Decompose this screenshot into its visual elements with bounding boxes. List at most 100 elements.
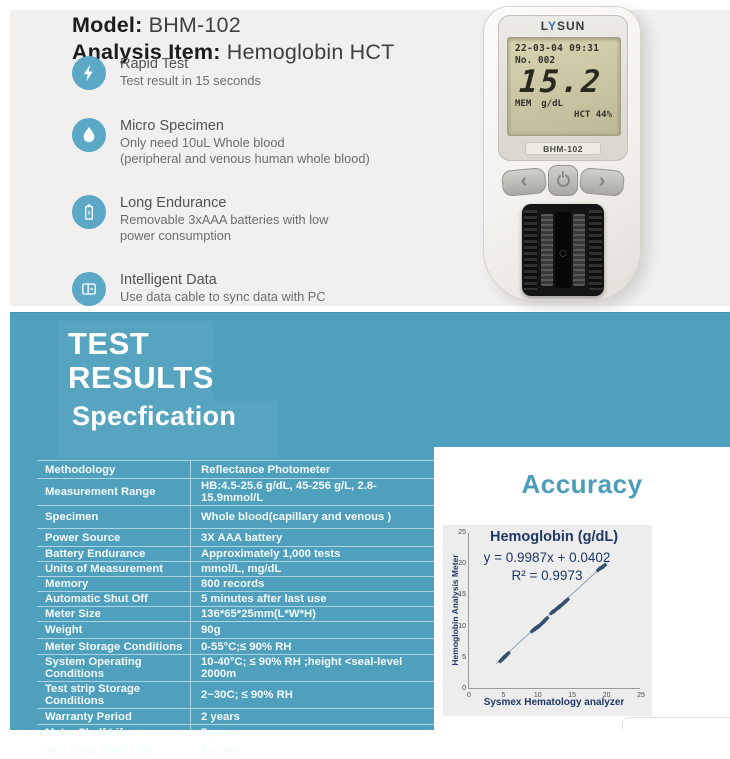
spec-table: Methodology Reflectance Photometer Measu… bbox=[37, 460, 435, 759]
lcd-datetime: 22-03-04 09:31 bbox=[515, 43, 600, 54]
spec-table-row: System Operating Conditions 10-40°C; ≤ 9… bbox=[37, 654, 435, 681]
device-right-button: › bbox=[578, 167, 626, 197]
feature-list: Rapid Test Test result in 15 seconds Mic… bbox=[72, 56, 442, 306]
y-tick-label: 0 bbox=[462, 685, 466, 692]
feature-item: Rapid Test Test result in 15 seconds bbox=[72, 56, 442, 90]
spec-table-row: Meter Shelf Life 5years bbox=[37, 724, 435, 740]
spec-row-value: Reflectance Photometer bbox=[201, 463, 331, 476]
spec-row-label: Specimen bbox=[37, 506, 191, 528]
port-bar-right bbox=[573, 214, 585, 286]
spec-row-value: 90g bbox=[201, 624, 221, 636]
lightning-icon bbox=[72, 56, 106, 90]
spec-table-row: Units of Measurement mmol/L, mg/dL bbox=[37, 561, 435, 576]
brand-suffix: SUN bbox=[556, 19, 586, 33]
accuracy-title: Accuracy bbox=[521, 469, 643, 499]
x-tick-label: 15 bbox=[568, 692, 577, 699]
spec-row-value: 800 records bbox=[201, 578, 265, 590]
x-tick-label: 25 bbox=[637, 692, 645, 699]
spec-table-row: Meter Size 136*65*25mm(L*W*H) bbox=[37, 606, 435, 621]
chart-equation: y = 0.9987x + 0.0402 bbox=[483, 550, 611, 565]
feature-description: (peripheral and venous human whole blood… bbox=[120, 151, 370, 166]
port-bar-left bbox=[541, 214, 553, 286]
feature-title: Intelligent Data bbox=[120, 272, 217, 288]
port-hole bbox=[559, 250, 567, 257]
spec-row-value: 2 years bbox=[201, 710, 240, 723]
spec-row-label: Test Strip Shelf Life bbox=[37, 741, 191, 758]
data-icon bbox=[72, 272, 106, 306]
x-tick-label: 5 bbox=[501, 692, 506, 699]
spec-row-label: Battery Endurance bbox=[37, 547, 191, 561]
spec-table-row: Warranty Period 2 years bbox=[37, 708, 435, 724]
section-title: TEST RESULTS bbox=[68, 327, 214, 395]
spec-row-label: Methodology bbox=[37, 461, 191, 478]
spec-row-value: 136*65*25mm(L*W*H) bbox=[201, 608, 316, 620]
chart-y-axis-label: Hemoglobin Analysis Meter bbox=[450, 554, 460, 666]
spec-row-label: Automatic Shut Off bbox=[37, 592, 191, 606]
spec-row-label: Test strip Storage Conditions bbox=[37, 682, 191, 708]
spec-row-label: System Operating Conditions bbox=[37, 655, 191, 681]
spec-row-value: Approximately 1,000 tests bbox=[201, 548, 341, 560]
spec-row-label: Units of Measurement bbox=[37, 562, 191, 576]
lcd-unit: g/dL bbox=[541, 99, 563, 109]
port-rib-left bbox=[524, 210, 537, 290]
band-overlay bbox=[58, 321, 213, 401]
battery-icon bbox=[72, 195, 106, 229]
y-tick-label: 20 bbox=[458, 560, 466, 568]
feature-title: Micro Specimen bbox=[120, 118, 224, 134]
y-tick-label: 5 bbox=[462, 653, 466, 661]
spec-row-value: 5years bbox=[201, 726, 237, 739]
spec-row-value: 2 years bbox=[201, 743, 240, 756]
section-title-line2: RESULTS bbox=[68, 360, 214, 395]
feature-title: Long Endurance bbox=[120, 195, 227, 211]
spec-row-label: Meter Storage Conditions bbox=[37, 639, 191, 654]
y-tick-label: 25 bbox=[458, 529, 466, 536]
lcd-mem-flag: MEM bbox=[515, 99, 532, 109]
spec-table-row: Memory 800 records bbox=[37, 576, 435, 591]
section-subtitle: Specfication bbox=[72, 401, 237, 431]
spec-row-value: mmol/L, mg/dL bbox=[201, 563, 282, 575]
next-card-edge bbox=[622, 717, 730, 730]
model-label: Model: bbox=[72, 13, 143, 37]
x-tick-label: 0 bbox=[467, 692, 471, 699]
feature-item: Intelligent Data Use data cable to sync … bbox=[72, 272, 442, 306]
y-tick-label: 15 bbox=[458, 591, 466, 599]
lcd-reading: 15.2 bbox=[518, 64, 604, 100]
spec-row-label: Meter Size bbox=[37, 607, 191, 621]
x-tick-label: 10 bbox=[533, 692, 542, 699]
spec-row-value: 0-55°C;≤ 90% RH bbox=[201, 640, 292, 653]
spec-row-value: 10-40°C; ≤ 90% RH ;height <seal-level 20… bbox=[201, 656, 403, 680]
analyzer-device-image: LYSUN 22-03-04 09:31 No. 002 15.2 MEM g/… bbox=[483, 6, 641, 302]
right-arrow-icon: › bbox=[597, 169, 607, 192]
port-rib-right bbox=[589, 210, 602, 290]
spec-table-row: Measurement Range HB:4.5-25.6 g/dL, 45-2… bbox=[37, 478, 435, 505]
spec-table-row: Specimen Whole blood(capillary and venou… bbox=[37, 505, 435, 528]
scatter-plot-area: 0 5 10 15 20 25 0 5 10 15 20 25 bbox=[458, 529, 645, 699]
spec-row-label: Meter Shelf Life bbox=[37, 725, 191, 740]
feature-item: Long Endurance Removable 3xAAA batteries… bbox=[72, 195, 442, 244]
chart-title: Hemoglobin (g/dL) bbox=[489, 529, 619, 545]
model-value: BHM-102 bbox=[148, 13, 241, 37]
feature-description: Only need 10uL Whole blood bbox=[120, 135, 285, 150]
spec-row-label: Power Source bbox=[37, 529, 191, 546]
spec-table-row: Battery Endurance Approximately 1,000 te… bbox=[37, 546, 435, 561]
lcd-display: 22-03-04 09:31 No. 002 15.2 MEM g/dL HCT… bbox=[507, 37, 621, 136]
spec-table-row: Test Strip Shelf Life 2 years bbox=[37, 740, 435, 758]
model-line: Model: BHM-102 bbox=[72, 12, 394, 39]
scatter-points bbox=[495, 560, 610, 665]
brand-accent: Y bbox=[547, 19, 557, 33]
spec-row-value: Whole blood(capillary and venous ) bbox=[201, 511, 392, 523]
test-strip-port bbox=[522, 204, 604, 296]
spec-row-value: HB:4.5-25.6 g/dL, 45-256 g/L, 2.8-15.9mm… bbox=[201, 480, 377, 504]
left-arrow-icon: ‹ bbox=[519, 169, 529, 192]
top-section: Model: BHM-102 Analysis Item: Hemoglobin… bbox=[10, 6, 730, 306]
feature-title: Rapid Test bbox=[120, 56, 189, 72]
spec-row-value: 5 minutes after last use bbox=[201, 593, 327, 605]
feature-description: Use data cable to sync data with PC bbox=[120, 289, 326, 304]
lcd-hct-value: 44% bbox=[595, 110, 612, 120]
section-title-line1: TEST bbox=[68, 326, 150, 361]
spec-table-row: Meter Storage Conditions 0-55°C;≤ 90% RH bbox=[37, 638, 435, 654]
teal-band: TEST RESULTS Specfication Methodology Re… bbox=[10, 312, 730, 759]
lcd-record-number: No. 002 bbox=[515, 55, 556, 66]
analysis-line: Analysis Item: Hemoglobin HCT bbox=[72, 39, 394, 66]
spec-table-row: Weight 90g bbox=[37, 621, 435, 638]
